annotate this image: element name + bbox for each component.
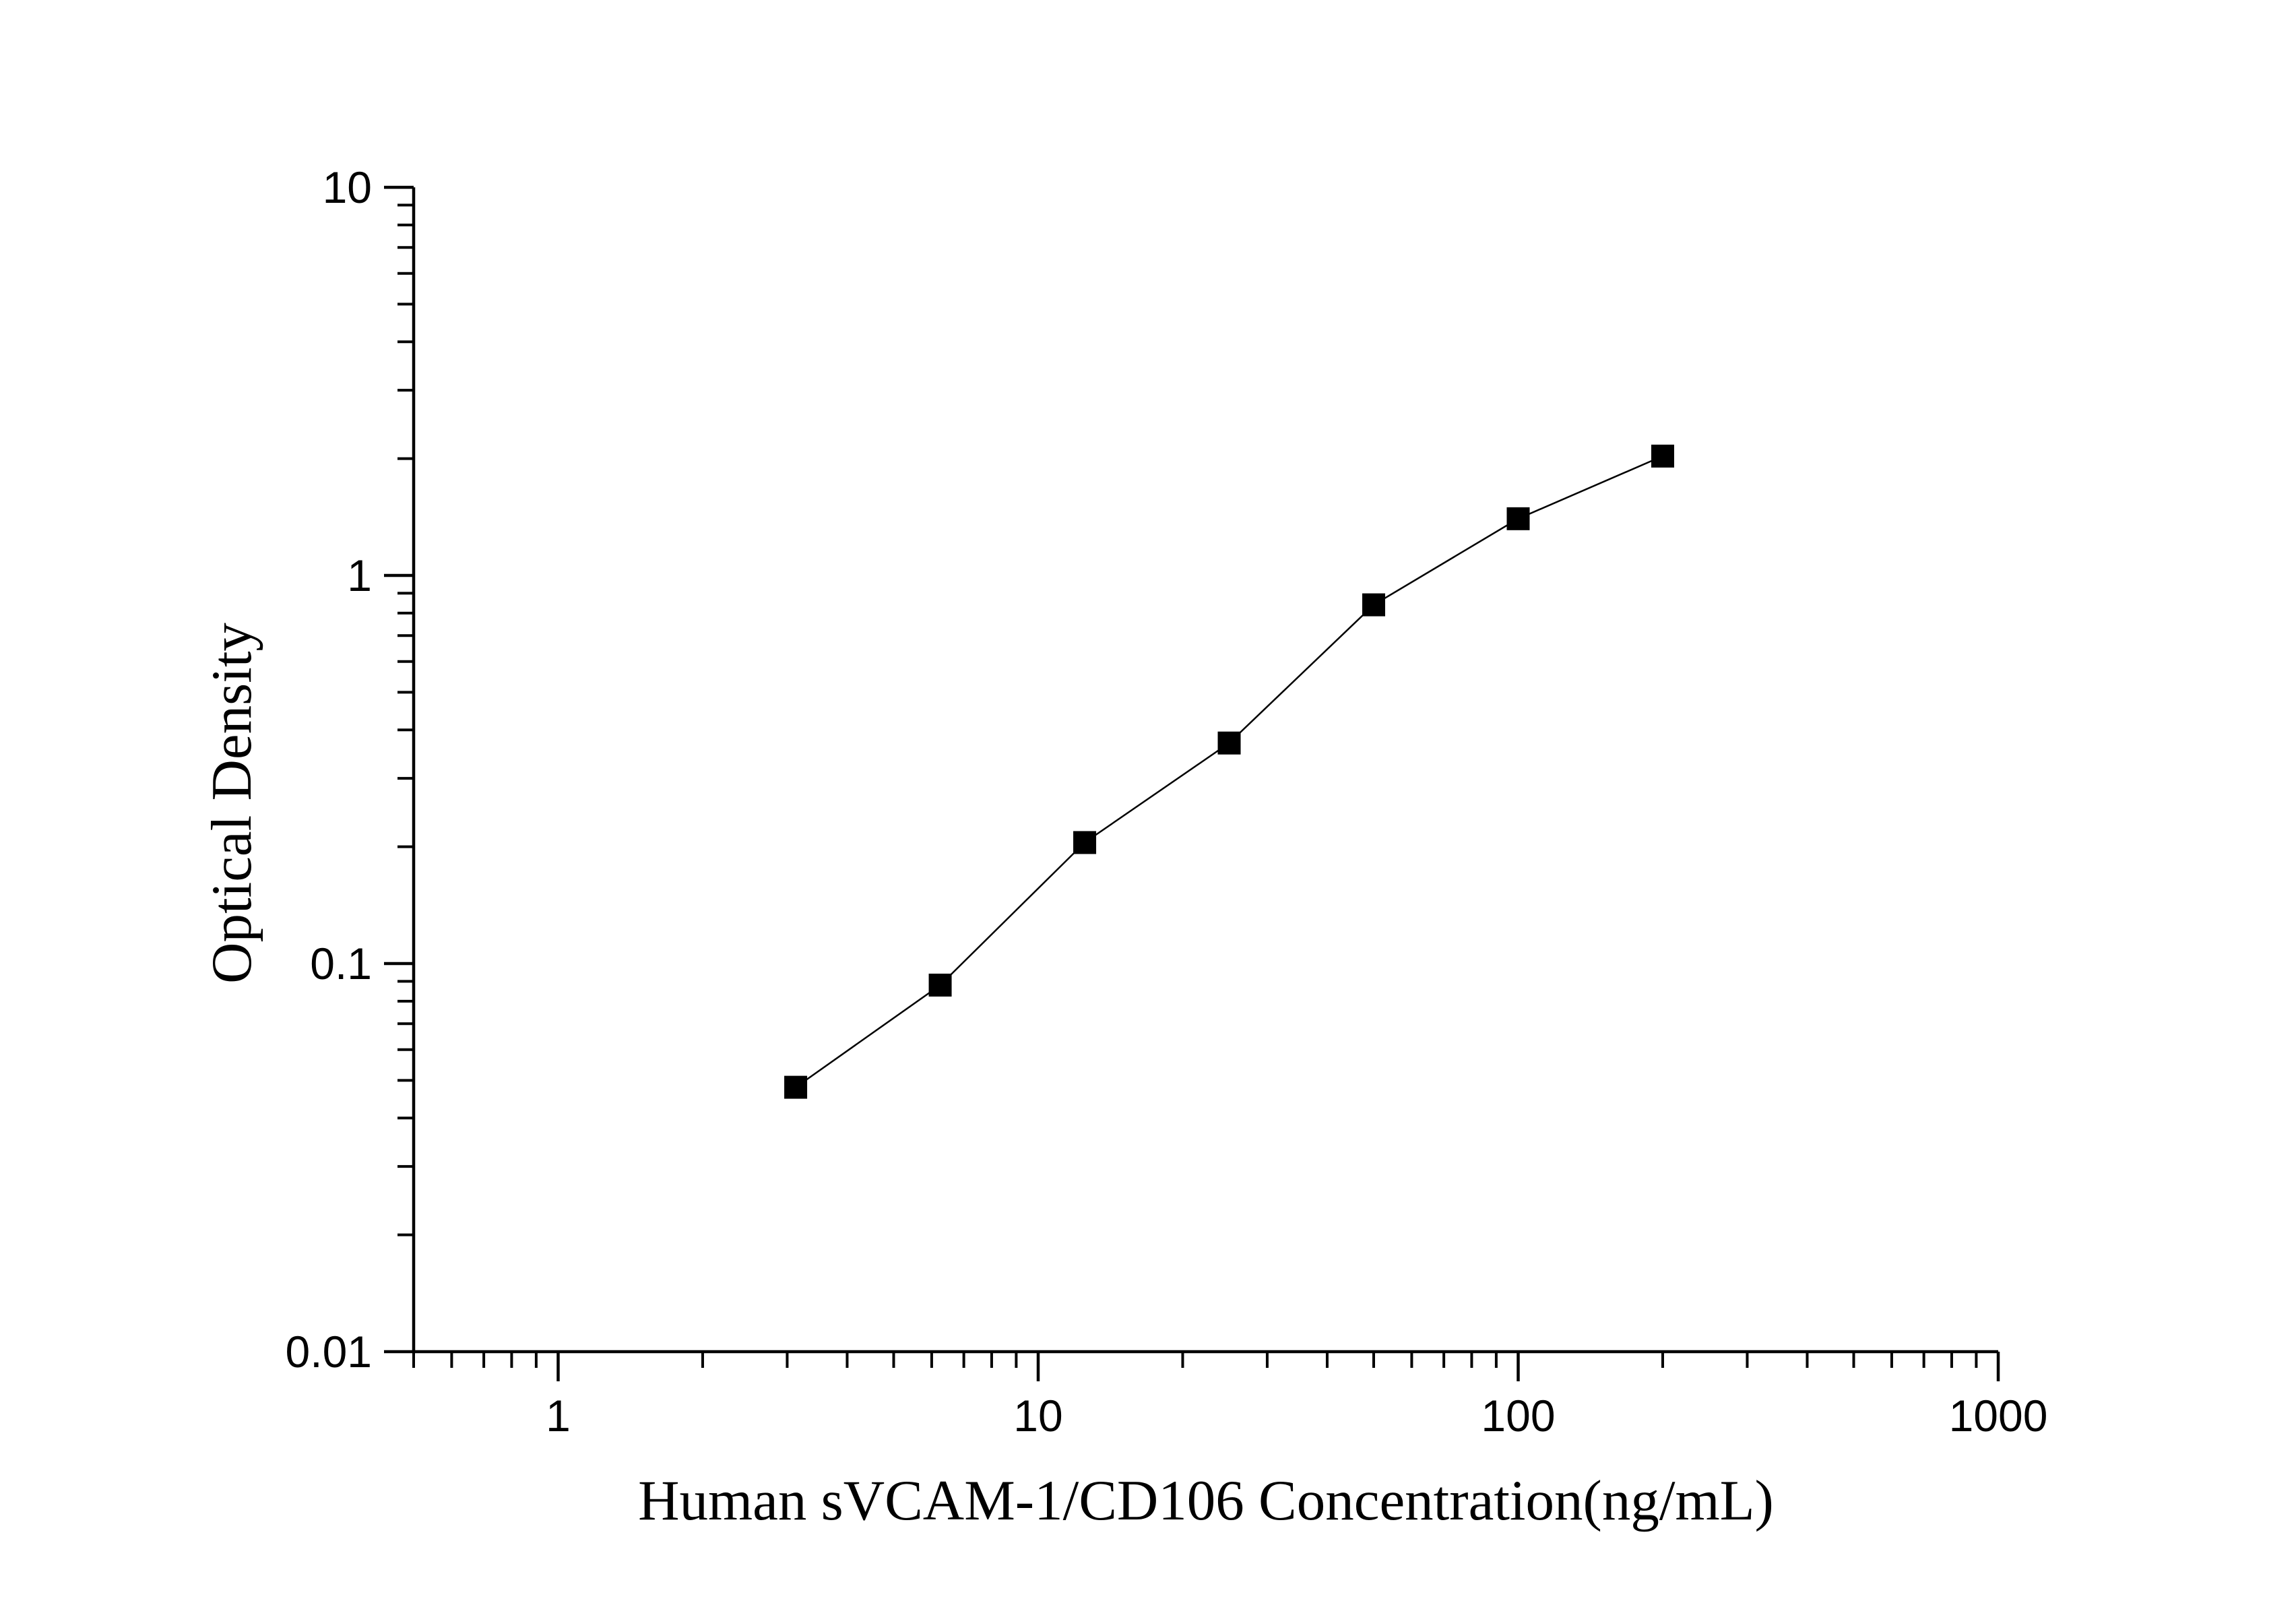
data-point [928, 973, 952, 997]
data-point [1362, 593, 1386, 617]
x-tick-label: 1000 [1949, 1391, 2048, 1441]
y-tick-label: 10 [323, 162, 372, 212]
y-tick-label: 1 [347, 551, 372, 600]
data-point [784, 1075, 808, 1099]
y-tick-label: 0.1 [310, 939, 372, 988]
plot-area [412, 187, 1998, 1354]
standard-curve-line [795, 455, 1663, 1088]
y-axis-title: Optical Density [200, 623, 263, 984]
x-tick-label: 1 [546, 1391, 571, 1441]
x-axis-ticks: 1 10 100 1000 [412, 1352, 2048, 1441]
data-point [1506, 507, 1530, 530]
x-tick-label: 10 [1013, 1391, 1062, 1441]
data-point [1073, 831, 1097, 854]
data-point [1217, 731, 1241, 755]
y-axis-ticks: 0.01 0.1 1 10 [286, 162, 414, 1377]
x-axis-title: Human sVCAM-1/CD106 Concentration(ng/mL) [638, 1469, 1774, 1532]
y-tick-label: 0.01 [286, 1327, 372, 1377]
data-point [1651, 444, 1674, 468]
series-layer [784, 444, 1674, 1099]
x-tick-label: 100 [1481, 1391, 1555, 1441]
